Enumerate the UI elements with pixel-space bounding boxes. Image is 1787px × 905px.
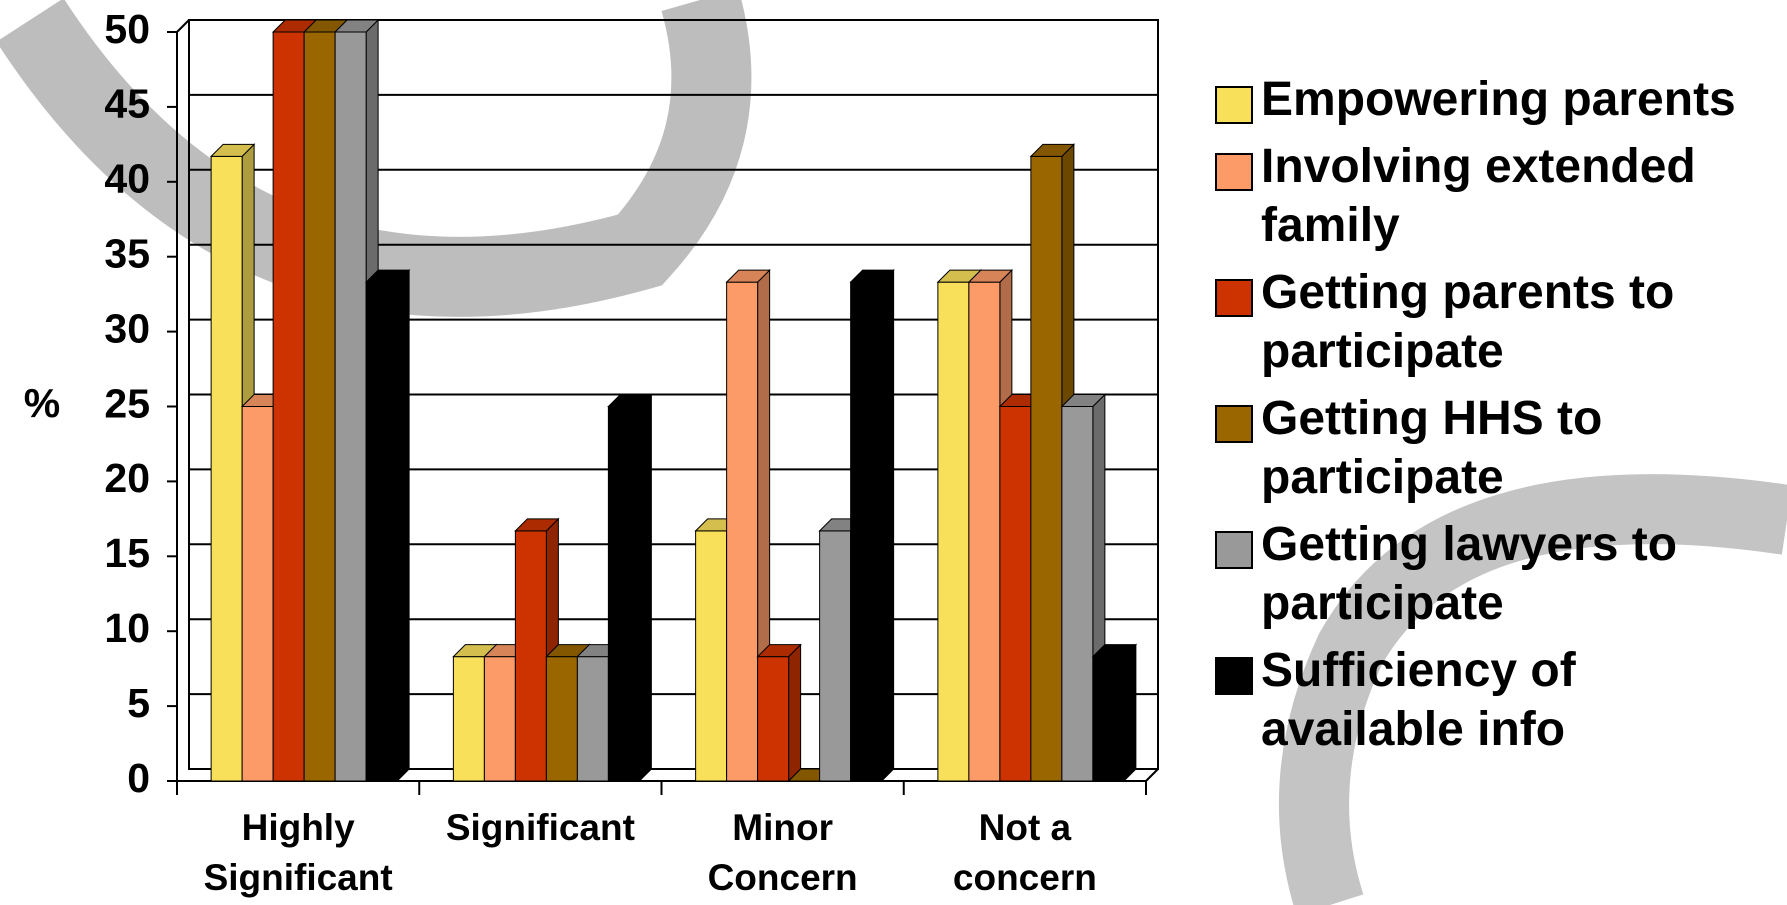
legend-label: Getting parents to participate: [1261, 266, 1675, 378]
legend-label: Getting HHS to participate: [1261, 392, 1603, 504]
bar-top: [514, 518, 560, 532]
bar: [210, 155, 243, 782]
bar: [850, 281, 883, 782]
legend-swatch: [1215, 86, 1253, 124]
legend-item: Getting lawyers to participate: [1215, 515, 1775, 633]
bar-top: [1029, 143, 1076, 157]
plot-wall: [188, 19, 1159, 770]
bar: [365, 281, 398, 782]
bar-side: [881, 268, 895, 783]
bar: [999, 406, 1032, 782]
decor-swirl: [0, 0, 752, 317]
legend: Empowering parents Involving extended fam…: [1215, 70, 1775, 767]
legend-label: Getting lawyers to participate: [1261, 518, 1678, 630]
bar: [937, 281, 970, 782]
bar-top: [849, 269, 895, 283]
legend-swatch: [1215, 405, 1253, 443]
y-tick-label: 5: [127, 680, 150, 726]
legend-item: Empowering parents: [1215, 70, 1775, 129]
bar: [726, 281, 759, 782]
bar: [1061, 406, 1094, 782]
wall-edge: [1145, 768, 1159, 782]
legend-item: Sufficiency of available info: [1215, 641, 1775, 759]
bar-top: [209, 143, 256, 157]
y-tick-label: 0: [127, 755, 150, 801]
legend-label: Sufficiency of available info: [1261, 644, 1576, 756]
bar-side: [1123, 643, 1137, 783]
y-axis-label: %: [24, 380, 60, 426]
bar-top: [364, 269, 411, 283]
bar: [1030, 155, 1063, 782]
bar-side: [638, 393, 652, 783]
bar-top: [607, 394, 653, 407]
bar-top: [756, 644, 802, 658]
legend-swatch: [1215, 279, 1253, 317]
legend-label: Empowering parents: [1261, 73, 1736, 126]
y-tick-label: 20: [104, 455, 150, 501]
y-tick-label: 15: [104, 530, 150, 576]
bar: [452, 656, 485, 782]
legend-swatch: [1215, 657, 1253, 695]
bar: [1092, 656, 1125, 782]
legend-item: Getting HHS to participate: [1215, 389, 1775, 507]
wall-edge: [176, 19, 190, 33]
bar: [483, 656, 516, 782]
y-tick-label: 50: [104, 6, 150, 52]
x-tick-label: Significant: [445, 807, 635, 848]
bar: [334, 31, 367, 782]
y-tick-label: 40: [104, 156, 150, 202]
bar-top: [1091, 644, 1138, 658]
bar: [241, 406, 274, 782]
x-tick-label: Minor Concern: [707, 807, 858, 898]
y-tick-label: 10: [104, 605, 150, 651]
decor-swirl: [1279, 474, 1787, 905]
bar: [607, 406, 640, 782]
y-tick-label: 30: [104, 305, 150, 351]
y-tick-label: 25: [104, 380, 150, 426]
bar-top: [333, 19, 380, 33]
x-tick-label: Highly Significant: [203, 807, 393, 898]
bar: [303, 31, 336, 782]
bar: [757, 656, 790, 782]
bar-top: [1060, 394, 1107, 407]
y-tick-label: 45: [104, 81, 150, 127]
bar: [968, 281, 1001, 782]
bar: [695, 530, 728, 782]
y-tick-label: 35: [104, 231, 150, 277]
x-tick-label: Not a concern: [952, 807, 1097, 898]
legend-swatch: [1215, 531, 1253, 569]
bar: [545, 656, 578, 782]
legend-item: Getting parents to participate: [1215, 263, 1775, 381]
bar-side: [788, 643, 802, 783]
bar: [819, 530, 852, 782]
bar-top: [725, 269, 771, 283]
legend-label: Involving extended family: [1261, 140, 1696, 252]
bar: [514, 530, 547, 782]
bar: [576, 656, 609, 782]
legend-item: Involving extended family: [1215, 137, 1775, 255]
legend-swatch: [1215, 153, 1253, 191]
bar-side: [396, 268, 410, 783]
bar-top: [967, 269, 1014, 283]
bar: [272, 31, 305, 782]
